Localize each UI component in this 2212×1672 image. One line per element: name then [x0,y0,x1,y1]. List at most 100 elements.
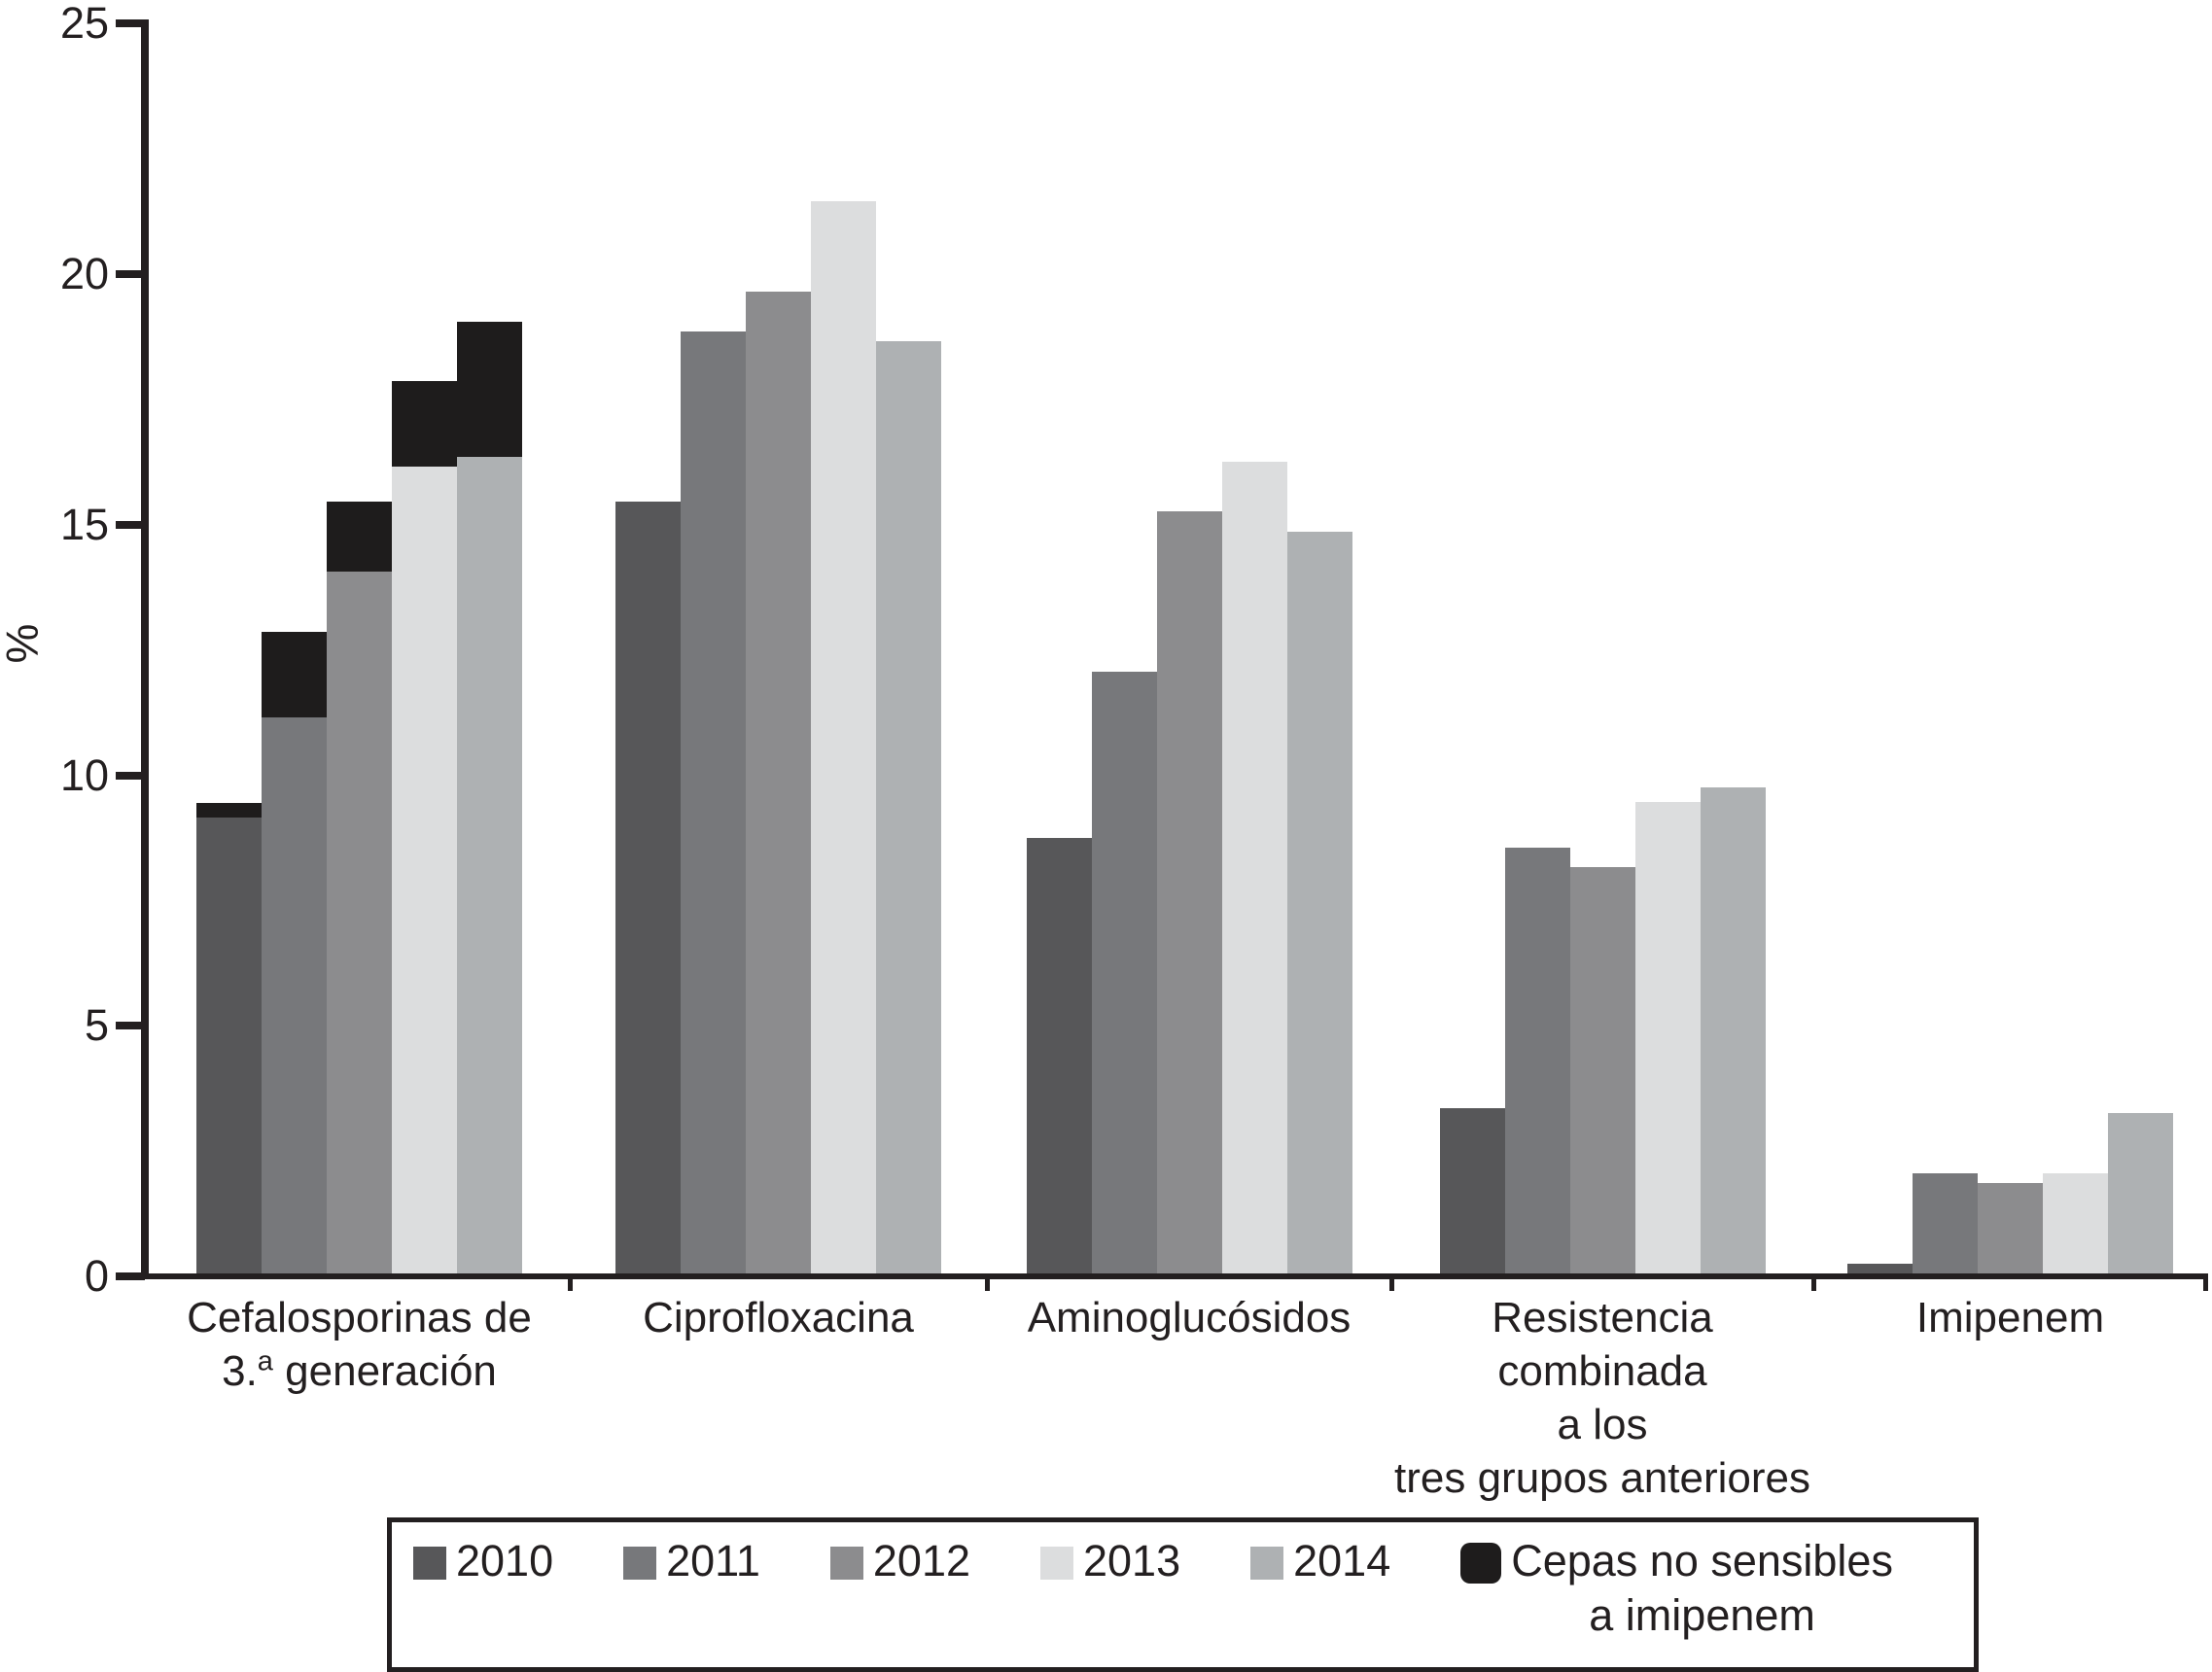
legend-label-overlay: Cepas no sensibles a imipenem [1511,1536,1893,1640]
y-tick [116,19,145,28]
legend-label-2013: 2013 [1083,1536,1181,1585]
bar-2010-aminoglucosidos [1027,838,1092,1273]
bar-segment-2011 [681,331,746,1273]
legend: 2010 2011 2012 2013 2014 Cepas no sensibles a … [387,1517,1979,1672]
overlay-segment-2013 [392,381,457,467]
bar-2012-cefalosporinas-3a-generacion [327,502,392,1273]
bar-segment-2013 [2043,1173,2108,1273]
bar-segment-2013 [1635,802,1701,1273]
bar-segment-2014 [457,457,522,1273]
bar-segment-2014 [876,341,941,1273]
bar-group-imipenem [1847,1113,2173,1273]
bar-2011-ciprofloxacina [681,331,746,1273]
legend-item-overlay: Cepas no sensibles a imipenem [1460,1534,1893,1643]
y-tick [116,1272,145,1280]
legend-swatch-2010 [413,1547,446,1580]
bar-2011-imipenem [1913,1173,1978,1273]
bar-segment-2014 [1701,787,1766,1273]
legend-label-2011: 2011 [666,1536,760,1585]
category-cell-imipenem [1813,0,2207,1273]
bar-group-cefalosporinas-3a-generacion [196,322,522,1273]
category-cell-resistencia-combinada [1391,0,1813,1273]
bar-segment-2013 [392,467,457,1273]
y-axis-line [141,19,149,1279]
y-tick-label: 0 [84,1251,109,1301]
bar-segment-2012 [327,572,392,1273]
legend-item-2013: 2013 [1040,1534,1180,1588]
bar-segment-2010 [1847,1264,1913,1273]
overlay-segment-2010 [196,803,262,818]
bar-segment-2011 [1913,1173,1978,1273]
bar-segment-2014 [1287,532,1352,1273]
overlay-segment-2011 [262,632,327,717]
legend-swatch-2013 [1040,1547,1073,1580]
bar-2013-ciprofloxacina [811,201,876,1273]
bar-segment-2010 [615,502,681,1273]
bar-segment-2012 [1157,511,1222,1273]
bar-2012-resistencia-combinada [1570,867,1635,1273]
bar-2012-ciprofloxacina [746,292,811,1273]
overlay-segment-2014 [457,322,522,457]
bar-2011-aminoglucosidos [1092,672,1157,1273]
legend-item-2012: 2012 [829,1534,970,1588]
bar-2010-cefalosporinas-3a-generacion [196,803,262,1273]
bar-2010-ciprofloxacina [615,502,681,1273]
bar-2012-imipenem [1978,1183,2043,1273]
bar-2013-imipenem [2043,1173,2108,1273]
category-label-aminoglucosidos: Aminoglucósidos [1027,1294,1352,1341]
x-axis-tick [568,1273,573,1291]
y-axis-title: % [0,623,48,664]
y-tick [116,771,145,780]
category-label-ciprofloxacina: Ciprofloxacina [643,1294,914,1341]
bar-segment-2012 [1978,1183,2043,1273]
bar-segment-2012 [1570,867,1635,1273]
x-axis-tick [1389,1273,1394,1291]
legend-item-2011: 2011 [623,1534,760,1588]
category-cell-cefalosporinas-3a-generacion [149,0,570,1273]
bar-2014-imipenem [2108,1113,2173,1273]
bar-segment-2011 [1505,848,1570,1273]
x-axis-end-tick [2203,1273,2208,1291]
overlay-segment-2012 [327,502,392,572]
legend-label-2010: 2010 [456,1536,554,1585]
bar-group-aminoglucosidos [1027,462,1352,1273]
bar-segment-2011 [1092,672,1157,1273]
legend-swatch-2011 [623,1547,657,1580]
bar-segment-2012 [746,292,811,1273]
bar-2014-aminoglucosidos [1287,532,1352,1273]
y-tick [116,520,145,529]
y-tick [116,270,145,278]
bar-2014-cefalosporinas-3a-generacion [457,322,522,1273]
legend-item-2014: 2014 [1250,1534,1390,1588]
bar-2013-aminoglucosidos [1222,462,1287,1273]
legend-swatch-overlay [1460,1543,1502,1584]
bar-segment-2013 [811,201,876,1273]
bar-2010-imipenem [1847,1264,1913,1273]
bar-group-ciprofloxacina [615,201,941,1273]
x-axis-line [141,1273,2207,1279]
bar-segment-2010 [1440,1108,1505,1273]
category-cell-ciprofloxacina [570,0,987,1273]
bar-group-resistencia-combinada [1440,787,1766,1273]
legend-label-2014: 2014 [1293,1536,1391,1585]
bar-segment-2011 [262,717,327,1273]
bar-2011-resistencia-combinada [1505,848,1570,1273]
bar-2013-resistencia-combinada [1635,802,1701,1273]
legend-item-2010: 2010 [413,1534,553,1588]
y-tick-label: 5 [84,1000,109,1051]
bar-2014-resistencia-combinada [1701,787,1766,1273]
bar-2011-cefalosporinas-3a-generacion [262,632,327,1273]
y-tick-label: 15 [59,499,109,549]
bar-2013-cefalosporinas-3a-generacion [392,381,457,1273]
legend-swatch-2012 [829,1547,863,1580]
category-cell-aminoglucosidos [987,0,1391,1273]
y-tick-label: 25 [59,0,109,49]
y-tick-label: 20 [59,249,109,298]
bar-segment-2014 [2108,1113,2173,1273]
bar-2012-aminoglucosidos [1157,511,1222,1273]
category-label-cefalosporinas-3a-generacion: Cefalosporinas de 3.a generación [187,1294,532,1395]
category-label-resistencia-combinada: Resistencia combinada a los tres grupos an… [1394,1294,1810,1502]
y-tick-label: 10 [59,749,109,800]
y-tick [116,1022,145,1030]
x-axis-tick [1811,1273,1816,1291]
